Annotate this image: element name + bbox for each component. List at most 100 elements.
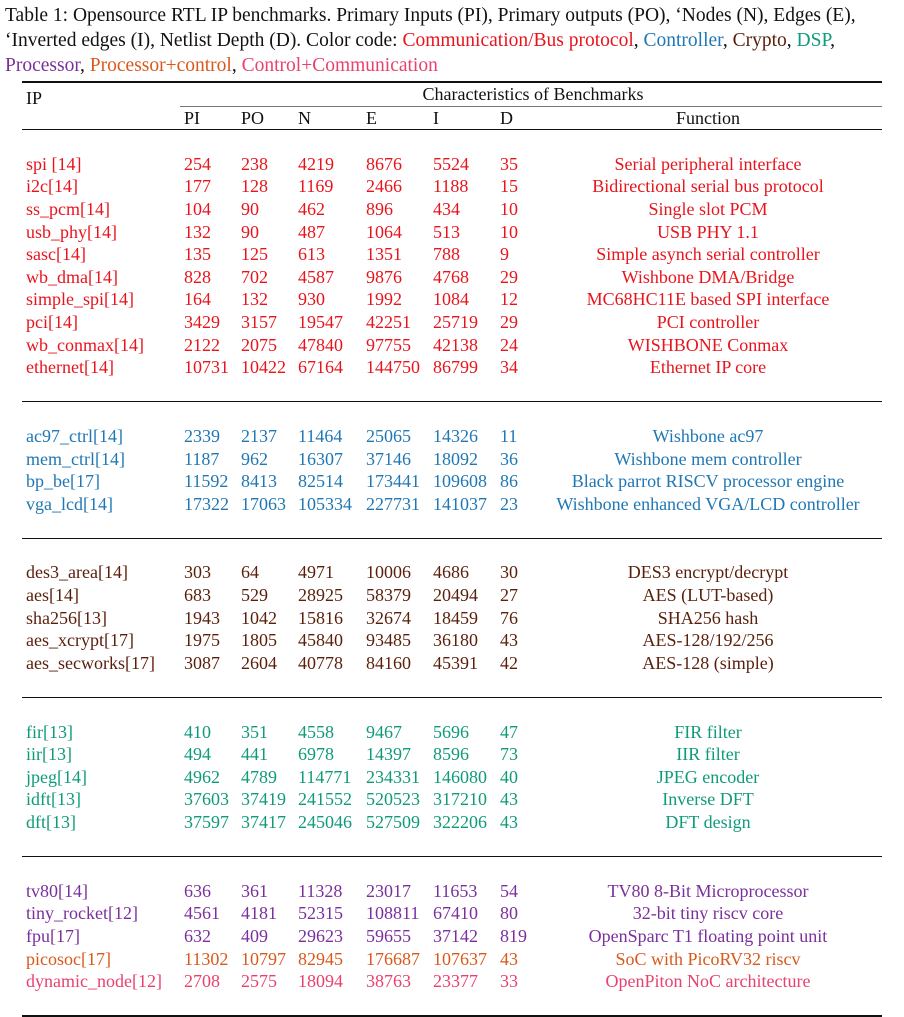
cell-n: 19547 xyxy=(298,311,343,332)
cell-po: 529 xyxy=(241,585,268,606)
cell-pi: 2122 xyxy=(184,334,220,355)
cell-d: 29 xyxy=(500,311,518,332)
cell-ip: bp_be[17] xyxy=(26,471,100,492)
cell-ip: idft[13] xyxy=(26,789,81,810)
cell-pi: 10731 xyxy=(184,357,229,378)
cell-po: 37419 xyxy=(241,789,286,810)
cell-po: 4181 xyxy=(241,903,277,924)
cell-pi: 177 xyxy=(184,176,211,197)
cell-d: 43 xyxy=(500,789,518,810)
cell-fn: Black parrot RISCV processor engine xyxy=(571,471,845,492)
cell-n: 105334 xyxy=(298,493,352,514)
legend-separator: , xyxy=(722,30,733,51)
cell-fn: SoC with PicoRV32 riscv xyxy=(615,948,801,969)
cell-n: 18094 xyxy=(298,971,343,992)
cell-po: 64 xyxy=(241,562,259,583)
cell-ip: mem_ctrl[14] xyxy=(26,448,125,469)
cell-fn: AES-128/192/256 xyxy=(642,630,774,651)
cell-ip: jpeg[14] xyxy=(26,766,87,787)
table-row: bp_be[17] 11592 8413 82514 173441 109608 86 Bla… xyxy=(22,470,882,493)
characteristics-group-header: Characteristics of Benchmarks xyxy=(180,82,882,107)
cell-ip: i2c[14] xyxy=(26,176,78,197)
cell-fn: Simple asynch serial controller xyxy=(596,244,820,265)
cell-pi: 683 xyxy=(184,585,211,606)
cell-n: 15816 xyxy=(298,607,343,628)
cell-i: 18459 xyxy=(433,607,478,628)
cell-pi: 2339 xyxy=(184,425,220,446)
table-row: sasc[14] 135 125 613 1351 788 9 Simple asynch s… xyxy=(22,243,882,266)
cell-pi: 1975 xyxy=(184,630,220,651)
cell-ip: iir[13] xyxy=(26,744,72,765)
cell-po: 125 xyxy=(241,244,268,265)
table-row: wb_conmax[14] 2122 2075 47840 97755 42138 24 WI… xyxy=(22,334,882,357)
cell-pi: 3429 xyxy=(184,311,220,332)
table-row: aes[14] 683 529 28925 58379 20494 27 AES (LUT-b… xyxy=(22,584,882,607)
cell-d: 34 xyxy=(500,357,518,378)
cell-e: 58379 xyxy=(366,585,411,606)
cell-pi: 636 xyxy=(184,880,211,901)
cell-ip: dft[13] xyxy=(26,812,76,832)
cell-pi: 1187 xyxy=(184,448,220,469)
cell-n: 45840 xyxy=(298,630,343,651)
cell-d: 40 xyxy=(500,766,518,787)
cell-fn: SHA256 hash xyxy=(657,607,759,628)
cell-ip: aes_xcrypt[17] xyxy=(26,630,134,651)
table-row: aes_xcrypt[17] 1975 1805 45840 93485 36180 43 A… xyxy=(22,629,882,652)
cell-n: 16307 xyxy=(298,448,343,469)
cell-d: 43 xyxy=(500,630,518,651)
legend-item: Controller xyxy=(643,30,723,51)
cell-ip: des3_area[14] xyxy=(26,562,128,583)
cell-d: 27 xyxy=(500,585,518,606)
cell-d: 9 xyxy=(500,244,509,265)
cell-d: 15 xyxy=(500,176,518,197)
cell-i: 4768 xyxy=(433,266,469,287)
cell-ip: usb_phy[14] xyxy=(26,221,117,242)
cell-n: 4971 xyxy=(298,562,334,583)
legend-item: Communication/Bus protocol xyxy=(402,30,634,51)
cell-n: 52315 xyxy=(298,903,343,924)
cell-d: 29 xyxy=(500,266,518,287)
cell-e: 2466 xyxy=(366,176,402,197)
cell-ip: pci[14] xyxy=(26,311,78,332)
cell-ip: fir[13] xyxy=(26,721,73,742)
cell-d: 47 xyxy=(500,721,518,742)
cell-i: 788 xyxy=(433,244,460,265)
cell-d: 33 xyxy=(500,971,518,992)
legend-separator: , xyxy=(830,30,836,51)
cell-pi: 254 xyxy=(184,153,211,174)
cell-po: 2137 xyxy=(241,425,277,446)
cell-e: 1351 xyxy=(366,244,402,265)
table-row: ethernet[14] 10731 10422 67164 144750 86799 34… xyxy=(22,356,882,379)
cell-fn: WISHBONE Conmax xyxy=(627,334,789,355)
cell-n: 114771 xyxy=(298,766,352,787)
cell-ip: ac97_ctrl[14] xyxy=(26,425,123,446)
cell-n: 40778 xyxy=(298,652,343,673)
cell-ip: spi [14] xyxy=(26,153,82,174)
cell-pi: 1943 xyxy=(184,607,220,628)
cell-pi: 3087 xyxy=(184,652,220,673)
cell-e: 173441 xyxy=(366,471,420,492)
cell-fn: FIR filter xyxy=(674,721,742,742)
cell-fn: USB PHY 1.1 xyxy=(657,221,759,242)
column-header-pi: PI xyxy=(184,107,201,128)
cell-d: 43 xyxy=(500,948,518,969)
cell-i: 5696 xyxy=(433,721,469,742)
legend-item: Control+Communication xyxy=(241,55,438,76)
benchmark-table: IP Characteristics of Benchmarks PI PO N… xyxy=(22,81,882,1017)
cell-pi: 494 xyxy=(184,744,211,765)
cell-d: 10 xyxy=(500,221,518,242)
cell-po: 132 xyxy=(241,289,268,310)
cell-e: 8676 xyxy=(366,153,402,174)
cell-n: 11328 xyxy=(298,880,343,901)
cell-ip: fpu[17] xyxy=(26,925,80,946)
table-row: tv80[14] 636 361 11328 23017 11653 54 TV80 8-Bi… xyxy=(22,880,882,903)
cell-e: 38763 xyxy=(366,971,411,992)
cell-i: 25719 xyxy=(433,311,478,332)
cell-ip: ethernet[14] xyxy=(26,357,114,378)
cell-pi: 164 xyxy=(184,289,211,310)
cell-po: 2604 xyxy=(241,652,277,673)
cell-po: 2075 xyxy=(241,334,277,355)
cell-po: 1805 xyxy=(241,630,277,651)
cell-i: 513 xyxy=(433,221,460,242)
cell-ip: vga_lcd[14] xyxy=(26,493,113,514)
